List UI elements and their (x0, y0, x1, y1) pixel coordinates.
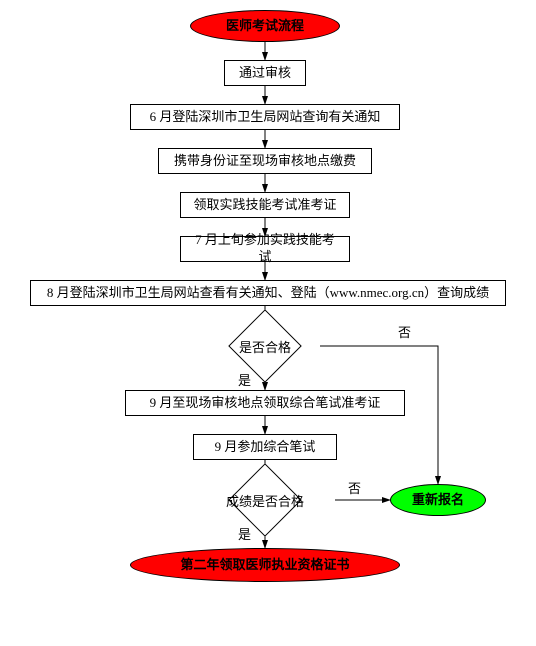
node-dec2: 成绩是否合格 (195, 478, 335, 522)
edge-label-dec2-end: 是 (238, 524, 251, 543)
edge-label-dec1-retry: 否 (398, 322, 411, 341)
node-retry: 重新报名 (390, 484, 486, 516)
node-start: 医师考试流程 (190, 10, 340, 42)
node-step7: 9 月至现场审核地点领取综合笔试准考证 (125, 390, 405, 416)
node-step8: 9 月参加综合笔试 (193, 434, 337, 460)
node-step6: 8 月登陆深圳市卫生局网站查看有关通知、登陆（www.nmec.org.cn）查… (30, 280, 506, 306)
node-step4: 领取实践技能考试准考证 (180, 192, 350, 218)
node-step2: 6 月登陆深圳市卫生局网站查询有关通知 (130, 104, 400, 130)
node-step5: 7 月上旬参加实践技能考试 (180, 236, 350, 262)
node-step3: 携带身份证至现场审核地点缴费 (158, 148, 372, 174)
node-dec1: 是否合格 (210, 324, 320, 368)
node-step1: 通过审核 (224, 60, 306, 86)
edge-label-dec2-retry: 否 (348, 478, 361, 497)
node-dec1-label: 是否合格 (210, 324, 320, 368)
node-end: 第二年领取医师执业资格证书 (130, 548, 400, 582)
edge-label-dec1-step7: 是 (238, 370, 251, 389)
node-dec2-label: 成绩是否合格 (195, 478, 335, 522)
